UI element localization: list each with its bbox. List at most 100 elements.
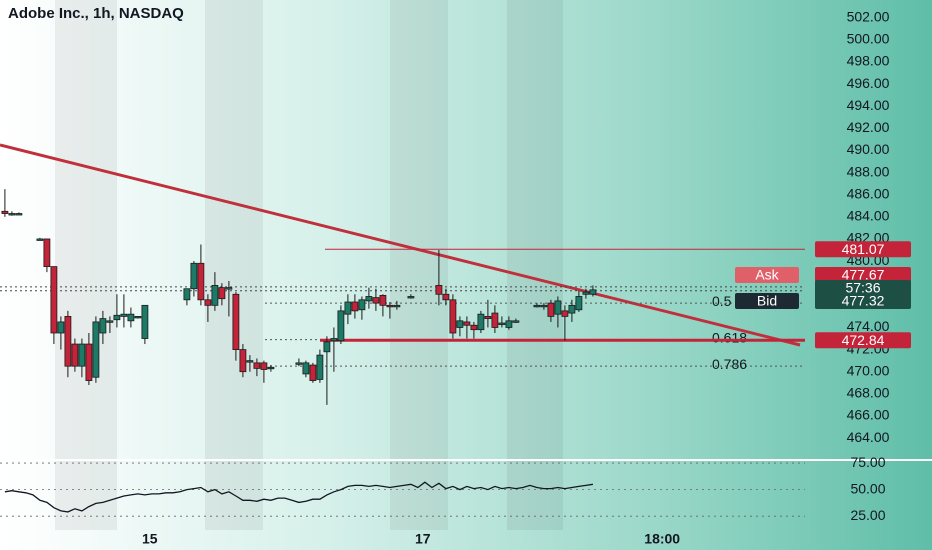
ask-tag-box [815,267,911,283]
session-bands [55,0,563,530]
candle-body [344,301,352,315]
y-tick-label: 470.00 [847,362,890,378]
ask-tag: 477.67 [842,267,885,283]
candle-body [351,301,359,312]
candle-body [99,318,107,334]
candle-body [505,320,513,328]
y-tick-label: 484.00 [847,208,890,224]
candle-body [582,291,590,295]
y-tick-label: 466.00 [847,407,890,423]
x-tick-label: 18:00 [644,531,680,547]
candle-body [323,341,331,353]
osc-tick-label: 50.00 [850,480,885,496]
y-tick-label: 502.00 [847,8,890,24]
candle-body [239,349,247,373]
candle-body [456,320,464,328]
y-tick-label: 486.00 [847,185,890,201]
candle-body [260,362,268,370]
fib-label: 0.618 [712,329,747,345]
candle-body [589,289,597,295]
candle-body [8,213,16,216]
candle-body [43,238,51,268]
bid-name: Bid [757,293,777,309]
candle-body [302,362,310,375]
candle-body [316,354,324,380]
x-tick-label: 17 [415,531,431,547]
level-tag: 472.84 [842,332,885,348]
candle-body [575,296,583,311]
candle-body [92,321,100,378]
candle-body [267,366,275,370]
candle-body [50,266,58,334]
y-tick-label: 488.00 [847,163,890,179]
candle-body [568,304,576,314]
candle-body [295,362,303,365]
candle-body [407,296,415,299]
candle-body [127,313,135,322]
candle-body [547,302,555,317]
candle-body [484,315,492,320]
candle-body [211,285,219,306]
candle-body [533,304,541,308]
candle-body [386,304,394,308]
y-tick-label: 496.00 [847,75,890,91]
candle-body [554,300,562,315]
candle-body [218,287,226,300]
candle-body [85,343,93,381]
candle-body [365,296,373,302]
candle-body [1,210,9,214]
bid-name-box [735,293,799,309]
countdown: 57:36 [845,280,880,296]
y-tick-label: 474.00 [847,318,890,334]
candle-body [204,299,212,306]
y-tick-label: 490.00 [847,141,890,157]
osc-tick-label: 25.00 [850,507,885,523]
candle-body [246,360,254,363]
candle-body [442,293,450,301]
countdown-box [815,280,911,296]
candle-body [225,287,233,290]
candle-body [106,320,114,323]
candle-body [183,288,191,301]
candle-body [64,315,72,367]
candle-body [57,321,65,334]
candle-body [435,285,443,295]
candle-body [190,262,198,290]
candle-body [309,364,317,381]
candle-body [491,312,499,328]
oscillator-line [4,481,594,513]
candle-body [393,304,401,308]
fib-label: 0.786 [712,356,747,372]
level-tag-box [815,241,911,258]
candle-body [141,304,149,339]
y-tick-label: 492.00 [847,119,890,135]
candle-body [449,299,457,334]
candle-body [358,299,366,311]
ask-name: Ask [755,267,779,283]
candle-body [561,310,569,317]
y-tick-label: 464.00 [847,429,890,445]
candle-body [470,324,478,331]
candle-body [253,362,261,369]
candle-body [78,343,86,367]
y-tick-label: 498.00 [847,53,890,69]
candle-body [36,238,44,241]
candle-body [197,262,205,301]
candle-body [113,314,121,321]
trend-line [0,143,801,347]
chart-title: Adobe Inc., 1h, NASDAQ [8,5,184,22]
candle-body [463,321,471,326]
candle-body [71,343,79,367]
fib-label: 0.5 [712,293,732,309]
osc-tick-label: 75.00 [850,454,885,470]
candle-body [337,310,345,342]
candle-body [540,304,548,308]
y-tick-label: 468.00 [847,385,890,401]
bid-tag: 477.32 [842,293,885,309]
candle-body [120,313,128,317]
y-tick-label: 494.00 [847,97,890,113]
candle-body [498,322,506,325]
level-tag-box [815,332,911,349]
ask-name-box [735,267,799,283]
